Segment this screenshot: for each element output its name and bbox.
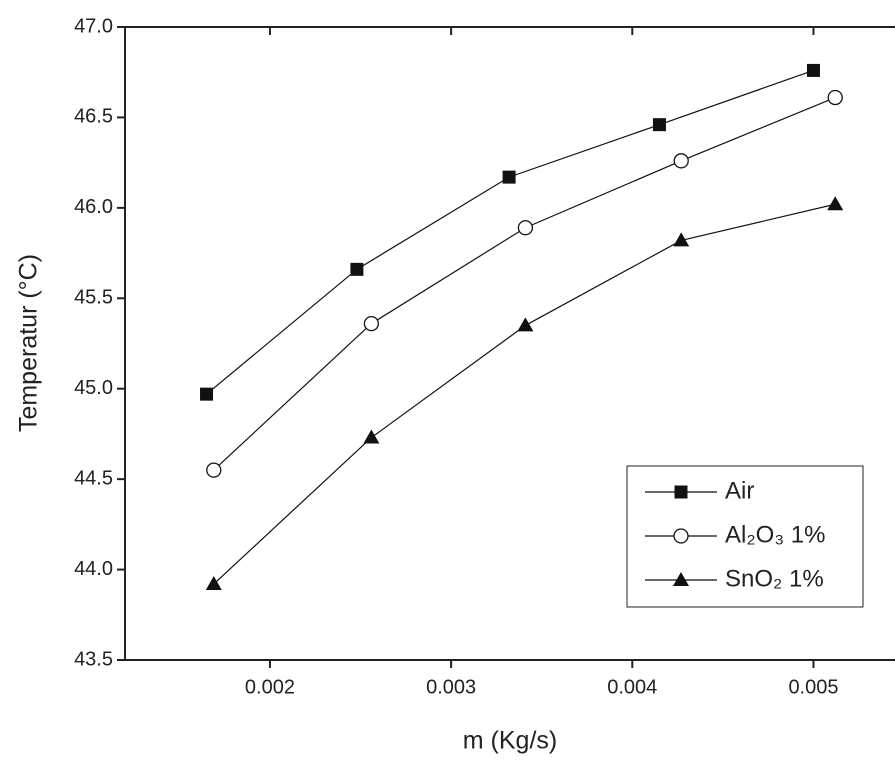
y-tick-label: 46.0 [74,196,113,218]
marker-triangle [517,317,534,332]
x-axis-title: m (Kg/s) [463,727,557,755]
y-tick-label: 43.5 [74,648,113,670]
x-tick-label: 0.003 [426,676,476,698]
marker-triangle [205,576,222,591]
marker-square [200,387,214,401]
y-tick-label: 47.0 [74,15,113,37]
marker-square [806,63,820,77]
series-line [213,96,836,471]
y-tick-label: 45.5 [74,287,113,309]
y-tick-label: 46.5 [74,106,113,128]
marker-triangle [363,429,380,444]
marker-circle [517,220,534,236]
x-tick-label: 0.005 [788,676,838,698]
y-axis-title: Temperatur (°C) [15,254,43,432]
y-tick-label: 45.0 [74,377,113,399]
legend-label: Air [725,477,754,504]
marker-square [674,485,688,499]
x-tick-label: 0.004 [607,676,657,698]
marker-circle [206,462,222,478]
y-tick-label: 44.0 [74,558,113,580]
marker-circle [363,315,380,332]
y-tick-label: 44.5 [74,467,113,489]
series-line [206,69,814,395]
legend-label: SnO₂ 1% [725,565,824,592]
marker-circle [673,153,689,169]
x-tick-label: 0.002 [245,676,295,698]
marker-square [652,118,666,132]
marker-triangle [673,572,689,586]
marker-square [502,170,516,184]
legend-label: Al₂O₃ 1% [725,521,825,548]
marker-square [350,262,364,276]
marker-triangle [673,232,690,247]
marker-circle [673,528,689,544]
marker-circle [827,89,843,106]
marker-triangle [827,196,844,211]
